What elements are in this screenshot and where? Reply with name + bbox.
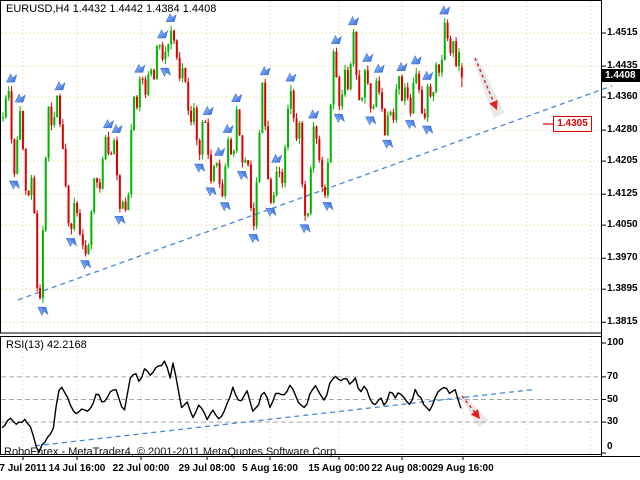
- price-tick-label: 1.4515: [607, 27, 638, 38]
- time-tick-label: 5 Aug 16:00: [242, 463, 298, 474]
- price-tick-label: 1.3970: [607, 252, 638, 264]
- time-tick-label: 29 Jul 08:00: [178, 463, 236, 474]
- time-tick-label: 7 Jul 2011: [0, 463, 47, 474]
- time-tick-label: 14 Jul 16:00: [48, 463, 106, 474]
- current-price-tag: 1.4408: [602, 69, 640, 82]
- rsi-tick-label: 70: [607, 370, 619, 382]
- rsi-tick-label: 100: [607, 337, 624, 348]
- price-tick-label: 1.4125: [607, 188, 638, 200]
- copyright-text: RoboForex - MetaTrader4, © 2001-2011 Met…: [4, 446, 340, 458]
- price-tick-label: 1.3895: [607, 283, 638, 295]
- rsi-tick-label: 50: [607, 393, 619, 405]
- time-tick-label: 22 Jul 00:00: [112, 463, 170, 474]
- price-tick-label: 1.4280: [607, 124, 638, 136]
- rsi-tick-label: 30: [607, 416, 619, 428]
- price-tick-label: 1.3815: [607, 316, 638, 328]
- price-tick-label: 1.4205: [607, 155, 638, 167]
- price-tick-label: 1.4435: [607, 60, 638, 72]
- chart-title: EURUSD,H4 1.4432 1.4442 1.4384 1.4408: [6, 3, 217, 15]
- rsi-indicator-label: RSI(13) 42.2168: [6, 339, 87, 351]
- price-tick-label: 1.4360: [607, 91, 638, 103]
- time-tick-label: 29 Aug 16:00: [432, 463, 494, 474]
- time-tick-label: 22 Aug 08:00: [371, 463, 433, 474]
- target-price-label: 1.4305: [553, 116, 592, 132]
- rsi-tick-label: 0: [607, 441, 613, 452]
- time-tick-label: 15 Aug 00:00: [308, 463, 370, 474]
- price-tick-label: 1.4050: [607, 219, 638, 231]
